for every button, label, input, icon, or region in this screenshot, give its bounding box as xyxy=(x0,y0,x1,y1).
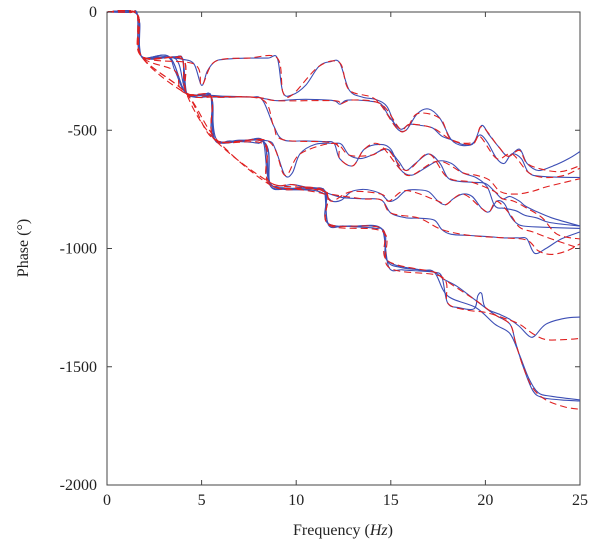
fitted-curve-3 xyxy=(106,9,581,255)
y-tick-label: -500 xyxy=(68,122,97,139)
fitted-curve-6 xyxy=(106,9,581,195)
x-tick-label: 10 xyxy=(288,492,304,509)
fitted-curve-7 xyxy=(106,9,581,179)
y-tick-label: -1000 xyxy=(60,241,97,258)
x-tick-label: 5 xyxy=(198,492,206,509)
x-tick-label: 0 xyxy=(103,492,111,509)
y-tick-label: -2000 xyxy=(60,477,97,494)
y-axis-label: Phase (°) xyxy=(15,219,32,277)
series-curves xyxy=(106,9,581,410)
y-tick-labels: 0 -500 -1000 -1500 -2000 xyxy=(60,4,97,494)
axis-ticks xyxy=(106,11,581,486)
y-tick-label: -1500 xyxy=(60,359,97,376)
x-tick-label: 20 xyxy=(477,492,493,509)
y-tick-label: 0 xyxy=(89,4,97,21)
measured-curve-7 xyxy=(106,9,581,227)
plot-area xyxy=(106,11,581,486)
x-tick-label: 15 xyxy=(383,492,399,509)
x-tick-label: 25 xyxy=(572,492,588,509)
fitted-curve-5 xyxy=(106,9,581,240)
x-axis-label: Frequency (Hz) xyxy=(293,522,393,539)
x-tick-labels: 0 5 10 15 20 25 xyxy=(103,492,588,509)
fitted-curve-8 xyxy=(106,9,581,173)
